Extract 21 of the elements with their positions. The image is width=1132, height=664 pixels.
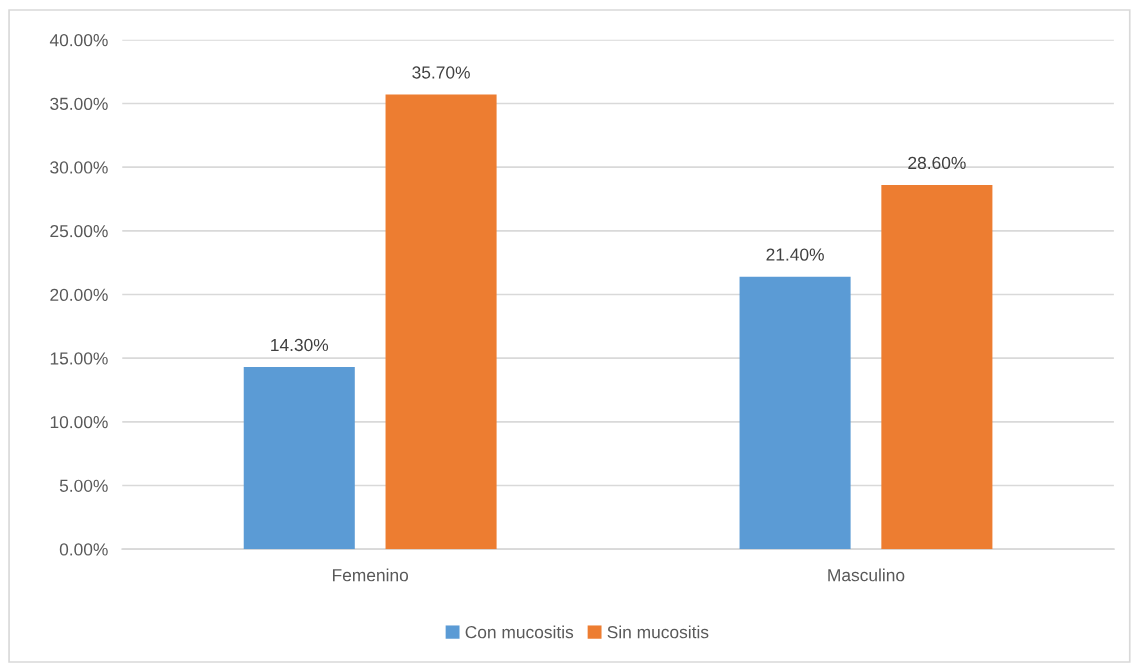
x-tick-label: Femenino	[332, 568, 409, 582]
data-label: 21.40%	[766, 248, 824, 261]
y-tick-label: 30.00%	[50, 161, 108, 174]
bar	[881, 184, 993, 550]
legend-label: Con mucositis	[465, 625, 574, 639]
data-label: 28.60%	[908, 156, 966, 170]
bar	[385, 94, 497, 550]
bar	[739, 276, 851, 550]
y-tick-label: 20.00%	[50, 288, 108, 301]
y-tick-label: 0.00%	[59, 543, 108, 556]
y-tick-label: 40.00%	[49, 34, 108, 47]
bar	[243, 367, 355, 550]
y-tick-label: 5.00%	[59, 479, 108, 492]
y-tick-label: 10.00%	[50, 415, 108, 429]
data-label: 35.70%	[412, 66, 470, 79]
y-tick-label: 35.00%	[50, 97, 108, 110]
data-label: 14.30%	[271, 338, 329, 352]
x-tick-label: Masculino	[828, 568, 905, 582]
y-tick-label: 15.00%	[50, 352, 108, 365]
y-tick-label: 25.00%	[50, 224, 108, 238]
legend-label: Sin mucositis	[607, 625, 709, 639]
